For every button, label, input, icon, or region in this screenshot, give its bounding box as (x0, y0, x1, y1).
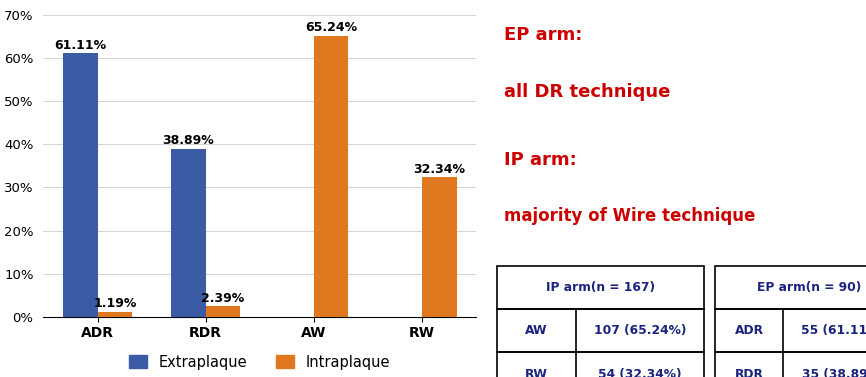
Text: 2.39%: 2.39% (202, 292, 245, 305)
Text: AW: AW (525, 324, 547, 337)
Text: IP arm(n = 167): IP arm(n = 167) (546, 281, 655, 294)
Text: 1.19%: 1.19% (94, 297, 137, 310)
Text: IP arm:: IP arm: (504, 151, 577, 169)
Text: majority of Wire technique: majority of Wire technique (504, 207, 756, 225)
Text: 107 (65.24%): 107 (65.24%) (594, 324, 686, 337)
Text: ADR: ADR (734, 324, 764, 337)
Bar (206, 307, 241, 317)
Bar (715, 309, 866, 352)
Bar (63, 54, 98, 317)
Text: 35 (38.89%): 35 (38.89%) (802, 368, 866, 377)
Bar (715, 352, 866, 377)
Text: 55 (61.11%): 55 (61.11%) (801, 324, 866, 337)
Bar (497, 352, 704, 377)
Bar (98, 311, 132, 317)
Text: 65.24%: 65.24% (305, 21, 358, 34)
Bar (497, 266, 704, 309)
Bar (497, 309, 704, 352)
Text: 32.34%: 32.34% (413, 162, 465, 176)
Bar (715, 266, 866, 309)
Text: RW: RW (525, 368, 548, 377)
Text: 38.89%: 38.89% (163, 134, 214, 147)
Text: all DR technique: all DR technique (504, 83, 671, 101)
Legend: Extraplaque, Intraplaque: Extraplaque, Intraplaque (124, 349, 396, 376)
Bar (313, 35, 348, 317)
Bar (171, 149, 206, 317)
Text: RDR: RDR (734, 368, 764, 377)
Bar (422, 177, 456, 317)
Text: EP arm(n = 90): EP arm(n = 90) (758, 281, 862, 294)
Text: 61.11%: 61.11% (55, 39, 107, 52)
Text: EP arm:: EP arm: (504, 26, 583, 44)
Text: 54 (32.34%): 54 (32.34%) (598, 368, 682, 377)
